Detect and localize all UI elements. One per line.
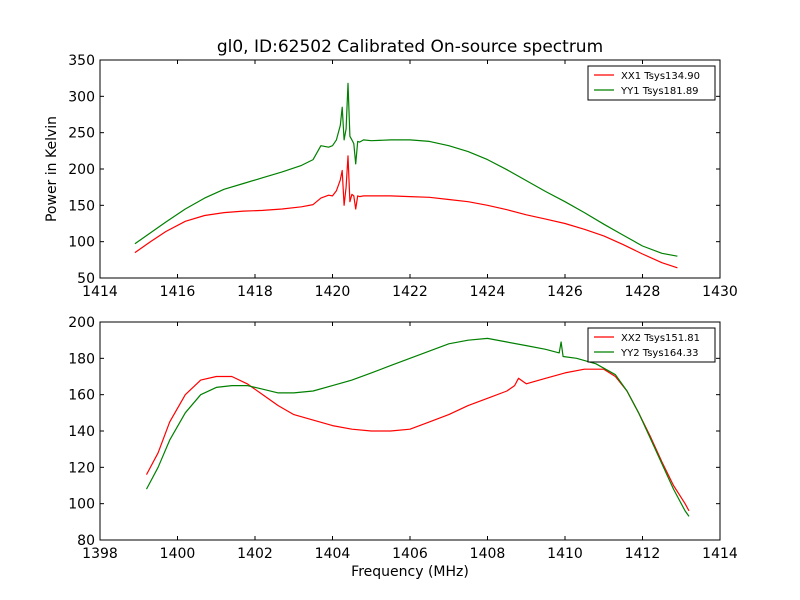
x-tick-label: 1414: [82, 284, 118, 300]
legend-box: [587, 327, 716, 363]
legend-label: YY1 Tsys181.89: [620, 86, 699, 97]
x-tick-label: 1408: [470, 546, 506, 562]
series-line-2: [145, 337, 690, 517]
y-tick-label: 140: [68, 424, 95, 440]
x-tick-label: 1400: [160, 546, 196, 562]
series-line-1: [134, 155, 678, 269]
y-tick-label: 80: [77, 533, 95, 549]
x-tick-label: 1404: [315, 546, 351, 562]
top-chart: 1414 1416 1418 1420 1422 1424 1426 1428 1430 50 10…: [44, 53, 738, 300]
x-tick-label: 1428: [625, 284, 661, 300]
y-tick-label: 100: [68, 235, 95, 251]
y-axis-label: Power in Kelvin: [44, 116, 60, 222]
y-tick-label: 350: [68, 53, 95, 69]
x-tick-label: 1422: [392, 284, 428, 300]
y-tick-label: 120: [68, 460, 95, 476]
x-tick-label: 1414: [702, 546, 738, 562]
legend: XX2 Tsys151.81 YY2 Tsys164.33: [587, 327, 716, 363]
legend: XX1 Tsys134.90 YY1 Tsys181.89: [587, 65, 716, 101]
y-tick-label: 50: [77, 271, 95, 287]
x-tick-label: 1398: [82, 546, 118, 562]
legend-label: XX2 Tsys151.81: [621, 333, 700, 344]
x-tick-label: 1420: [315, 284, 351, 300]
x-tick-label: 1410: [547, 546, 583, 562]
bottom-chart: 1398 1400 1402 1404 1406 1408 1410 1412 1414 80 10…: [68, 315, 738, 580]
y-tick-label: 150: [68, 198, 95, 214]
legend-label: XX1 Tsys134.90: [621, 71, 700, 82]
x-tick-label: 1424: [470, 284, 506, 300]
x-tick-label: 1416: [160, 284, 196, 300]
x-tick-label: 1430: [702, 284, 738, 300]
y-tick-label: 300: [68, 89, 95, 105]
x-tick-label: 1418: [237, 284, 273, 300]
y-tick-label: 180: [68, 351, 95, 367]
x-tick-label: 1412: [625, 546, 661, 562]
legend-label: YY2 Tsys164.33: [620, 348, 699, 359]
y-tick-label: 200: [68, 162, 95, 178]
series-line-2: [134, 82, 678, 257]
legend-box: [587, 65, 716, 101]
figure-title: gl0, ID:62502 Calibrated On-source spect…: [217, 37, 603, 57]
y-tick-label: 200: [68, 315, 95, 331]
x-tick-label: 1406: [392, 546, 428, 562]
y-tick-label: 160: [68, 388, 95, 404]
y-tick-label: 250: [68, 126, 95, 142]
y-tick-label: 100: [68, 497, 95, 513]
x-tick-label: 1402: [237, 546, 273, 562]
x-tick-label: 1426: [547, 284, 583, 300]
x-axis-label: Frequency (MHz): [351, 564, 469, 580]
